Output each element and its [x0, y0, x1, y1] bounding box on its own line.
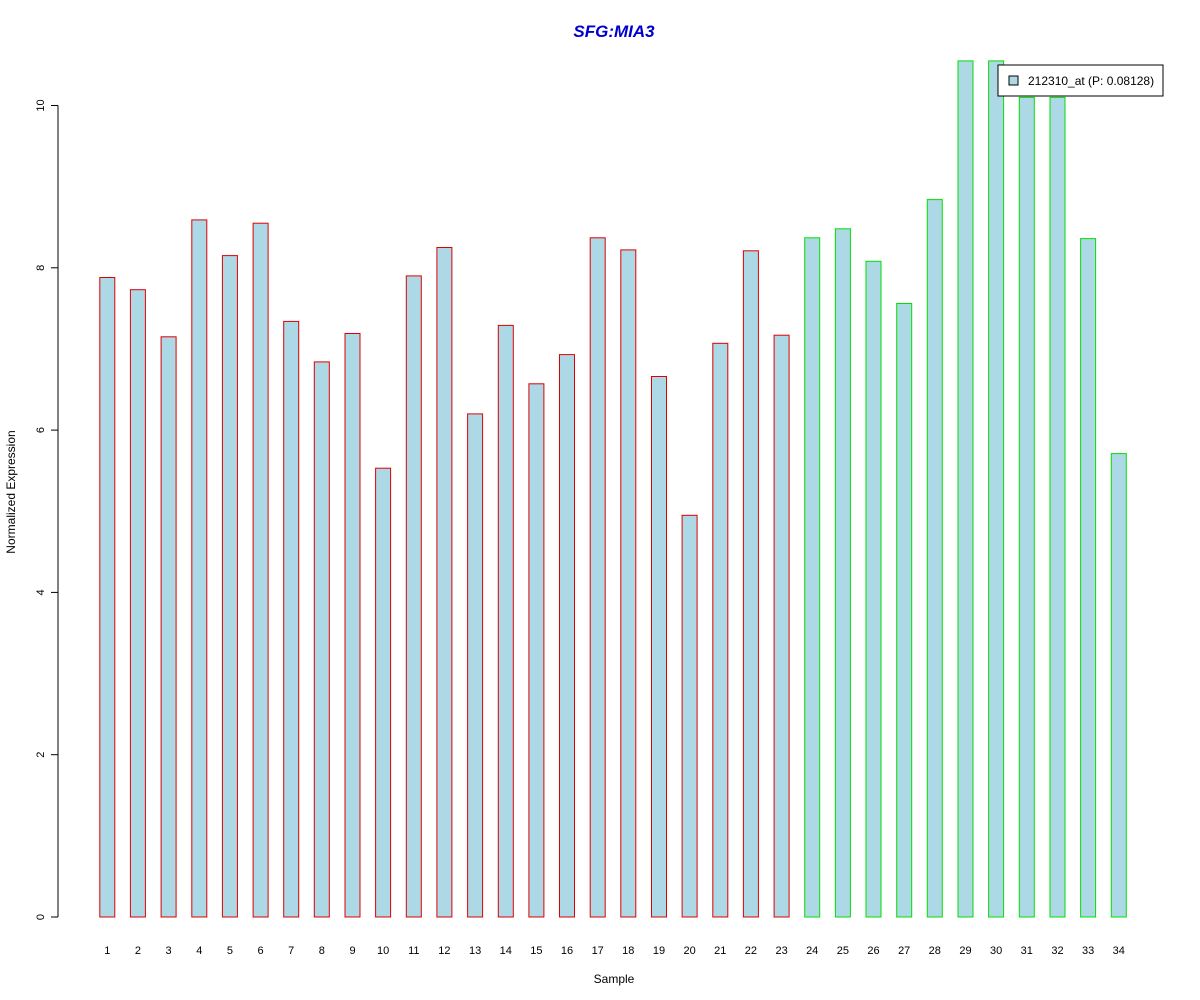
y-tick-label: 6	[35, 427, 47, 433]
x-tick-label: 19	[653, 945, 665, 957]
bar-sample-2	[129, 289, 146, 918]
x-tick-label: 24	[806, 945, 818, 957]
x-tick-label: 34	[1113, 945, 1125, 957]
x-tick-label: 21	[714, 945, 726, 957]
x-tick-label: 17	[592, 945, 604, 957]
x-tick-label: 5	[227, 945, 233, 957]
x-tick-label: 23	[775, 945, 787, 957]
bar-sample-18	[620, 249, 637, 918]
x-tick-label: 14	[500, 945, 512, 957]
bar-sample-4	[191, 219, 208, 918]
bar-sample-6	[252, 222, 269, 918]
bar-sample-16	[559, 354, 575, 918]
bar-sample-19	[651, 376, 667, 918]
x-tick-labels: 1 2 3 4 5 6 7 8 9 10 11 12 13 14 15 16 17 18 19 20 21 22 23 24 2…	[104, 945, 1125, 957]
bar-sample-13	[467, 413, 484, 918]
x-tick-label: 6	[258, 945, 264, 957]
x-tick-label: 22	[745, 945, 757, 957]
y-tick-label: 8	[35, 265, 47, 271]
bar-sample-23	[773, 334, 790, 918]
bar-sample-17	[589, 237, 606, 918]
bar-sample-25	[834, 228, 851, 918]
x-tick-label: 10	[377, 945, 389, 957]
bar-sample-28	[926, 199, 943, 918]
bar-sample-11	[405, 275, 422, 918]
x-tick-label: 29	[959, 945, 971, 957]
x-tick-label: 28	[929, 945, 941, 957]
x-tick-label: 8	[319, 945, 325, 957]
bar-sample-9	[344, 333, 361, 918]
legend: 212310_at (P: 0.08128)	[997, 64, 1164, 97]
x-tick-label: 25	[837, 945, 849, 957]
bar-sample-34	[1110, 453, 1127, 918]
bar-sample-12	[436, 247, 453, 918]
y-tick-label: 4	[35, 589, 47, 595]
x-tick-label: 27	[898, 945, 910, 957]
x-tick-label: 4	[196, 945, 202, 957]
bar-sample-10	[375, 467, 392, 918]
bar-sample-8	[313, 361, 330, 918]
bar-sample-14	[497, 324, 514, 918]
x-tick-label: 16	[561, 945, 573, 957]
bar-sample-29	[957, 60, 974, 918]
bars	[99, 60, 1127, 918]
y-tick-label: 2	[35, 752, 47, 758]
x-tick-label: 32	[1051, 945, 1063, 957]
y-tick-label: 0	[35, 914, 47, 920]
x-tick-label: 26	[867, 945, 879, 957]
x-tick-label: 30	[990, 945, 1002, 957]
y-axis: 0 2 4 6 8 10	[35, 99, 59, 920]
bar-sample-26	[865, 260, 882, 918]
bar-sample-33	[1080, 238, 1097, 918]
legend-swatch	[1008, 75, 1019, 86]
bar-sample-1	[99, 277, 116, 918]
bar-sample-32	[1049, 96, 1066, 918]
bar-sample-5	[221, 255, 238, 918]
x-tick-label: 2	[135, 945, 141, 957]
bar-sample-22	[742, 250, 759, 918]
y-axis-label: Normalized Expression	[4, 430, 18, 553]
legend-box	[997, 64, 1164, 97]
bar-sample-24	[804, 237, 821, 918]
bar-sample-30	[988, 60, 1005, 918]
x-tick-label: 15	[530, 945, 542, 957]
x-tick-label: 33	[1082, 945, 1094, 957]
bar-sample-21	[712, 342, 729, 918]
chart-title: SFG:MIA3	[573, 22, 655, 41]
x-axis-label: Sample	[594, 972, 635, 986]
x-tick-label: 18	[622, 945, 634, 957]
x-tick-label: 11	[408, 945, 419, 957]
bar-sample-27	[896, 303, 913, 918]
x-tick-label: 20	[683, 945, 695, 957]
bar-sample-3	[160, 336, 177, 918]
bar-sample-7	[283, 320, 300, 918]
bar-sample-15	[528, 383, 545, 918]
bar-sample-20	[681, 514, 698, 918]
x-tick-label: 3	[166, 945, 172, 957]
x-tick-label: 7	[288, 945, 294, 957]
legend-label: 212310_at (P: 0.08128)	[1028, 74, 1154, 88]
x-tick-label: 13	[469, 945, 481, 957]
x-tick-label: 9	[349, 945, 355, 957]
bar-sample-31	[1018, 96, 1035, 918]
x-tick-label: 12	[438, 945, 450, 957]
y-tick-label: 10	[35, 99, 47, 111]
x-tick-label: 1	[104, 945, 110, 957]
x-tick-label: 31	[1021, 945, 1033, 957]
